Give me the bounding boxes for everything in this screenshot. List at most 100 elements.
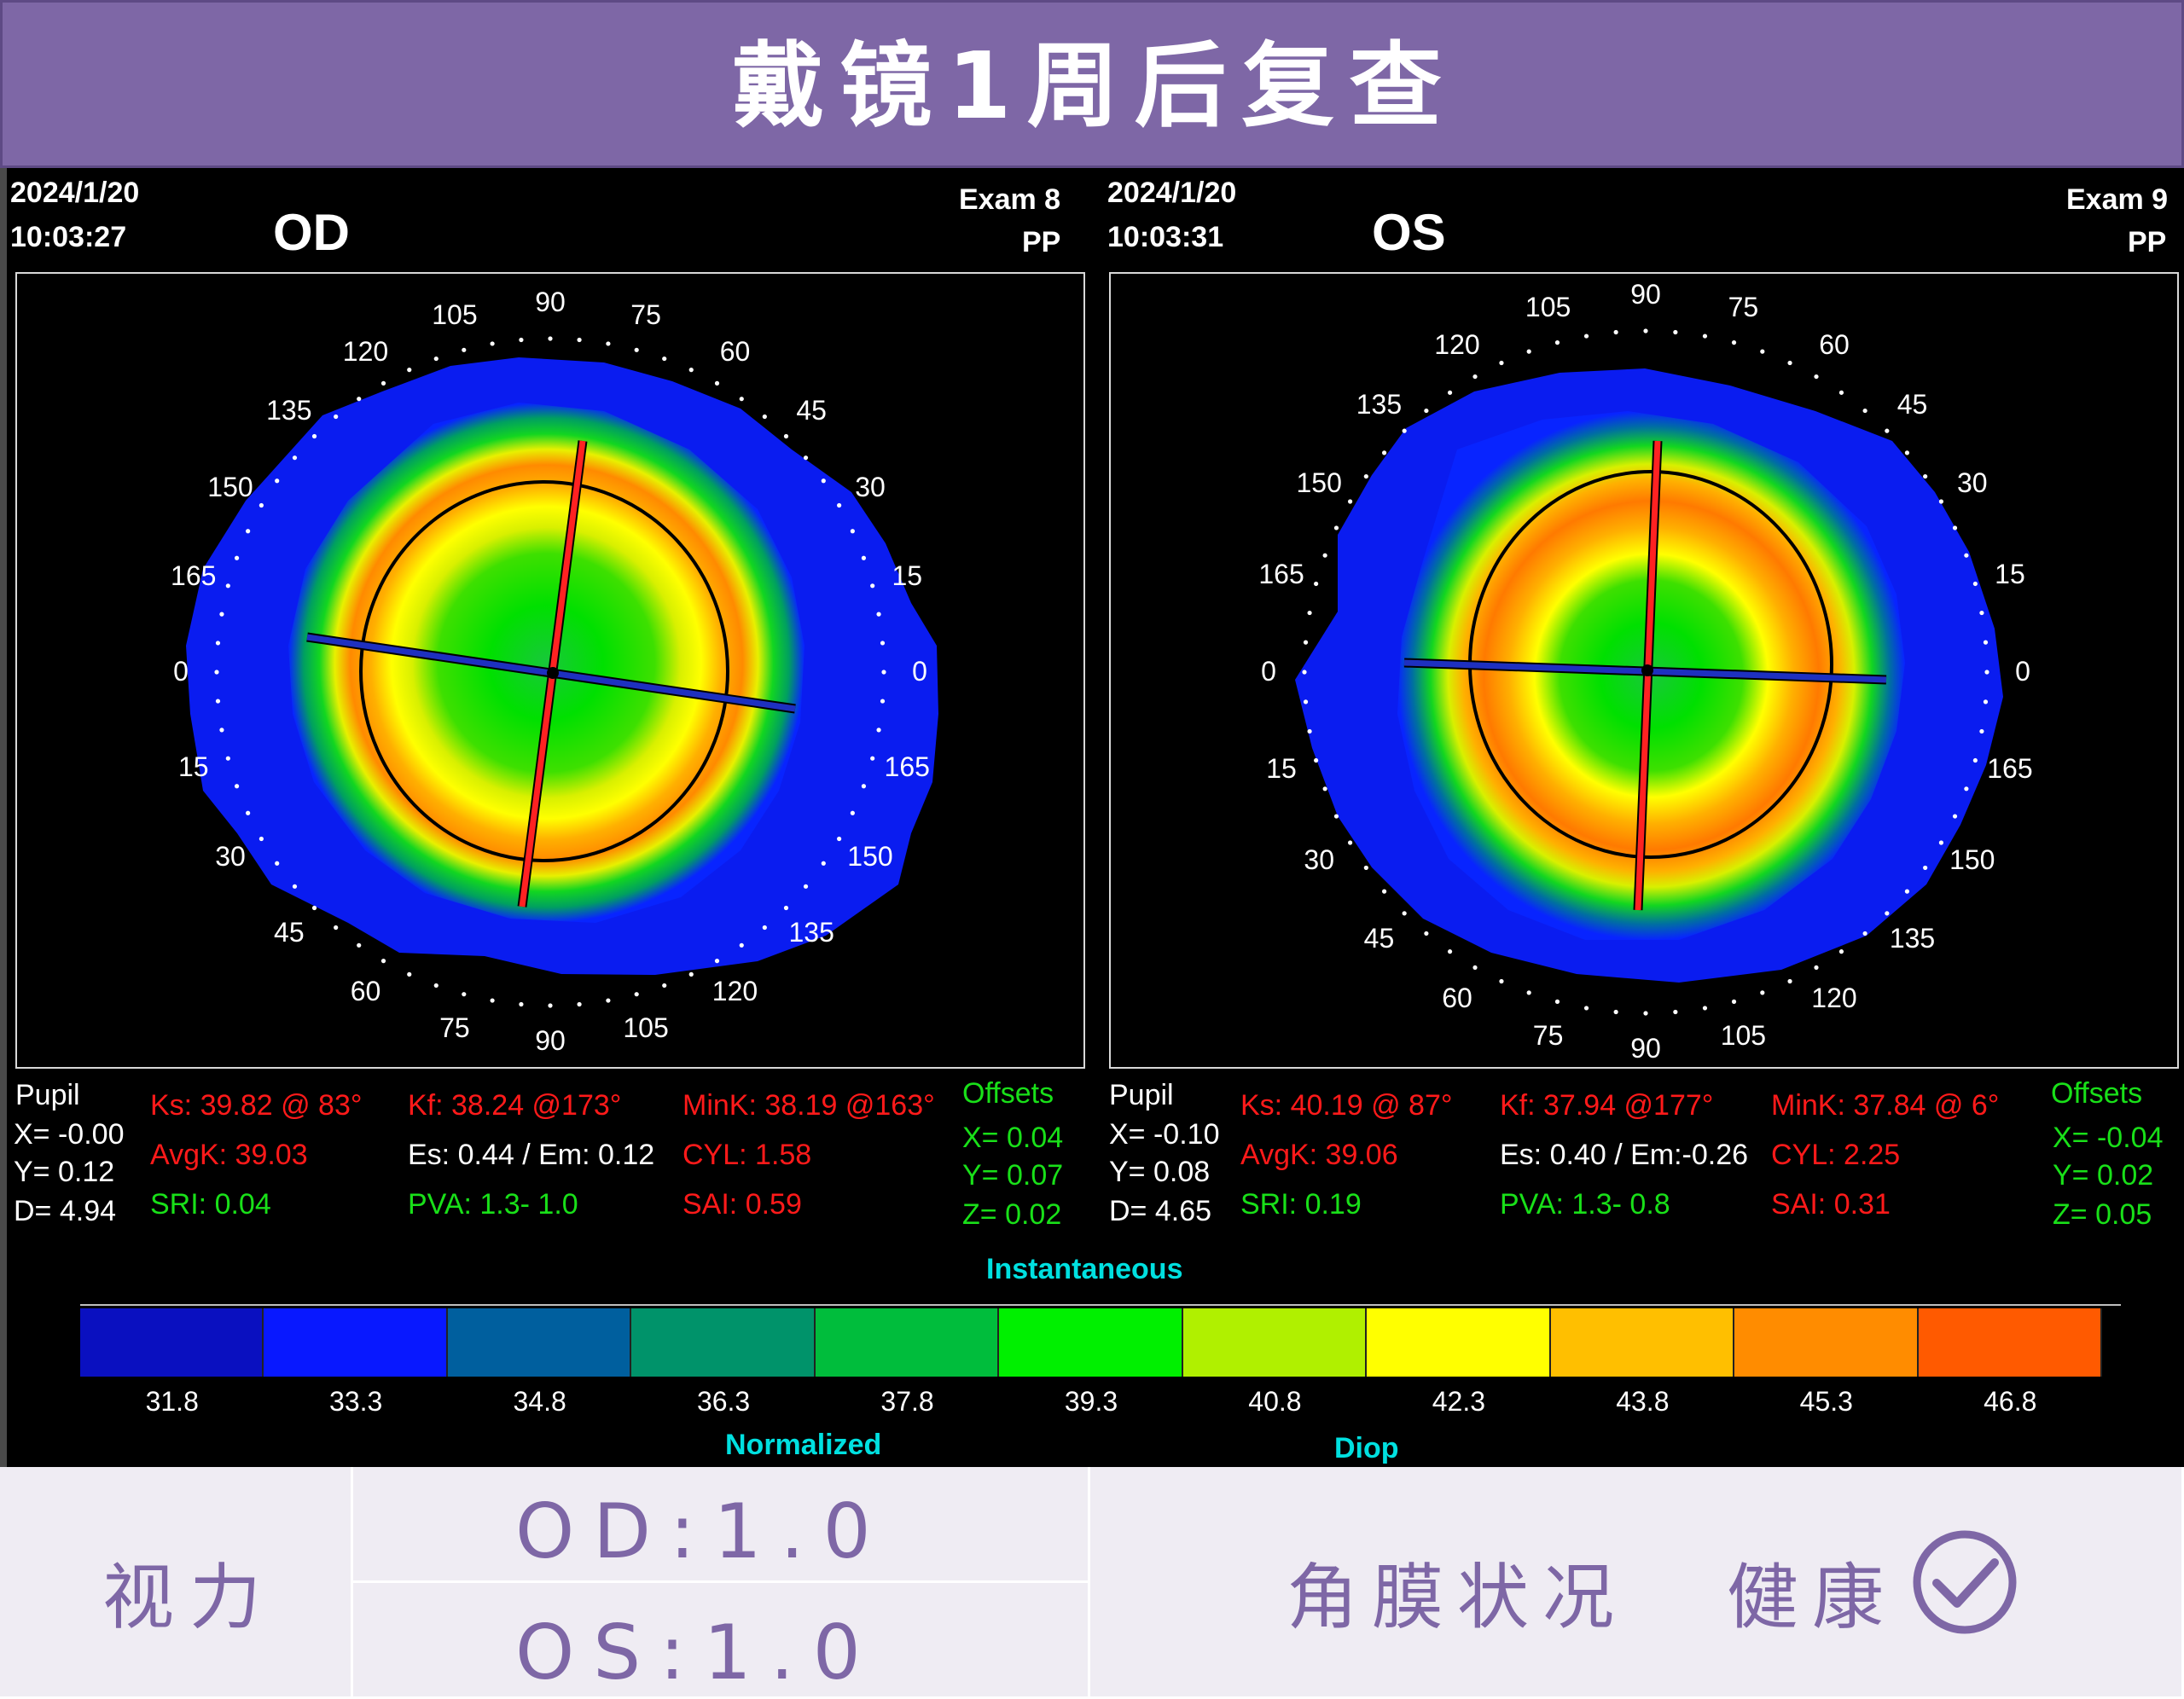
angle-label: 60: [719, 336, 751, 367]
scale-swatch: [80, 1308, 264, 1377]
angle-label: 105: [1525, 292, 1571, 323]
angle-label: 60: [1442, 982, 1472, 1013]
od-avgk: AvgK: 39.03: [150, 1139, 308, 1171]
scale-swatch: [631, 1308, 816, 1377]
od-pupil-x: X= -0.00: [14, 1118, 125, 1151]
scale-value: 33.3: [329, 1386, 383, 1417]
scale-value: 31.8: [145, 1386, 199, 1417]
od-offsets-label: Offsets: [962, 1077, 1054, 1110]
os-pupil-label: Pupil: [1109, 1079, 1174, 1111]
angle-label: 0: [173, 656, 189, 687]
angle-label: 45: [796, 394, 827, 426]
angle-label: 150: [1296, 467, 1342, 498]
angle-label: 0: [2015, 656, 2030, 687]
od-sai: SAI: 0.59: [682, 1188, 802, 1221]
od-mink: MinK: 38.19 @163°: [682, 1089, 935, 1122]
od-pupil-d: D= 4.94: [14, 1195, 117, 1227]
os-ks: Ks: 40.19 @ 87°: [1240, 1089, 1453, 1122]
angle-label: 165: [1987, 753, 2033, 785]
od-vision: OD:1.0: [515, 1487, 890, 1575]
scale-swatch: [264, 1308, 448, 1377]
od-pupil-y: Y= 0.12: [14, 1156, 115, 1188]
angle-label: 75: [1728, 292, 1759, 323]
scale-swatch: [1734, 1308, 1919, 1377]
angle-label: 90: [1630, 279, 1661, 310]
angle-label: 75: [630, 299, 661, 330]
od-time: 10:03:27: [10, 221, 127, 253]
scale-value: 46.8: [1984, 1386, 2037, 1417]
scale-value: 42.3: [1432, 1386, 1486, 1417]
od-kf: Kf: 38.24 @173°: [408, 1089, 622, 1122]
os-sai: SAI: 0.31: [1771, 1188, 1891, 1221]
os-eye-label: OS: [1372, 204, 1446, 261]
cornea-cell: 角膜状况 健康: [1090, 1467, 2184, 1699]
angle-label: 15: [177, 751, 209, 783]
os-pupil-y: Y= 0.08: [1109, 1156, 1211, 1188]
angle-label: 120: [712, 975, 758, 1006]
topography-maps: [186, 328, 2003, 1016]
scale-value: 34.8: [513, 1386, 566, 1417]
angle-label: 105: [1720, 1019, 1767, 1051]
scale-swatch: [447, 1308, 632, 1377]
od-offset-z: Z= 0.02: [962, 1198, 1062, 1231]
angle-label: 105: [623, 1012, 669, 1044]
angle-label: 90: [535, 1025, 566, 1056]
angle-label: 75: [439, 1012, 470, 1044]
angle-label: 120: [1811, 982, 1857, 1013]
od-topography-map: [186, 357, 938, 975]
angle-label: 60: [1819, 329, 1850, 361]
angle-label: 90: [535, 287, 566, 317]
os-sri: SRI: 0.19: [1240, 1188, 1362, 1221]
od-offset-y: Y= 0.07: [962, 1159, 1064, 1192]
os-vision: OS:1.0: [515, 1609, 880, 1696]
color-scale-values: 31.8 33.3 34.8 36.3 37.8 39.3 40.8 42.3 43.8 45.3…: [80, 1388, 2102, 1422]
angle-label: 30: [215, 840, 246, 872]
angle-label: 120: [1434, 329, 1480, 361]
scale-swatch: [999, 1308, 1183, 1377]
scale-swatch: [1367, 1308, 1551, 1377]
angle-label: 15: [892, 560, 923, 591]
scale-value: 36.3: [696, 1386, 751, 1417]
od-offset-x: X= 0.04: [962, 1122, 1064, 1154]
angle-label: 150: [1949, 844, 1995, 875]
angle-label: 165: [884, 751, 930, 783]
os-operator: PP: [2128, 226, 2167, 258]
scale-divider: [80, 1304, 2121, 1306]
od-eye-label: OD: [273, 204, 350, 261]
check-circle-icon: [1913, 1530, 2017, 1634]
angle-label: 135: [1356, 389, 1403, 420]
angle-label: 105: [432, 299, 478, 330]
angle-label: 120: [342, 336, 389, 367]
os-kf: Kf: 37.94 @177°: [1500, 1089, 1714, 1122]
os-mink: MinK: 37.84 @ 6°: [1771, 1089, 2000, 1122]
angle-label: 0: [1261, 656, 1276, 687]
cornea-status: 健康: [1727, 1556, 1898, 1639]
angle-label: 165: [1258, 558, 1304, 589]
od-date: 2024/1/20: [10, 177, 140, 209]
angle-label: 15: [1266, 753, 1297, 785]
os-es-em: Es: 0.40 / Em:-0.26: [1500, 1139, 1749, 1171]
scale-title: Instantaneous: [986, 1253, 1183, 1285]
scale-value: 43.8: [1616, 1386, 1670, 1417]
angle-label: 165: [171, 560, 217, 591]
os-topography-map: [1295, 368, 2003, 983]
angle-label: 150: [207, 471, 253, 502]
od-ks: Ks: 39.82 @ 83°: [150, 1089, 363, 1122]
scale-value: 39.3: [1064, 1386, 1118, 1417]
angle-label: 135: [1889, 922, 1936, 954]
os-map-frame: [1109, 272, 2179, 1069]
angle-label: 30: [1956, 467, 1988, 498]
scale-swatch: [815, 1308, 1000, 1377]
color-scale-bar: [80, 1308, 2102, 1377]
topography-screen: 2024/1/20 10:03:27 OD Exam 8 PP 2024/1/2…: [0, 168, 2184, 1467]
os-vision-cell: OS:1.0: [353, 1583, 1090, 1699]
od-pupil-label: Pupil: [15, 1079, 80, 1111]
od-es-em: Es: 0.44 / Em: 0.12: [408, 1139, 655, 1171]
scale-units-label: Diop: [1334, 1432, 1399, 1464]
os-exam: Exam 9: [2066, 183, 2169, 216]
os-cyl: CYL: 2.25: [1771, 1139, 1901, 1171]
vision-label-cell: 视力: [0, 1467, 353, 1699]
os-offset-z: Z= 0.05: [2053, 1198, 2152, 1231]
od-vision-cell: OD:1.0: [353, 1467, 1090, 1583]
angle-label: 45: [274, 917, 305, 948]
